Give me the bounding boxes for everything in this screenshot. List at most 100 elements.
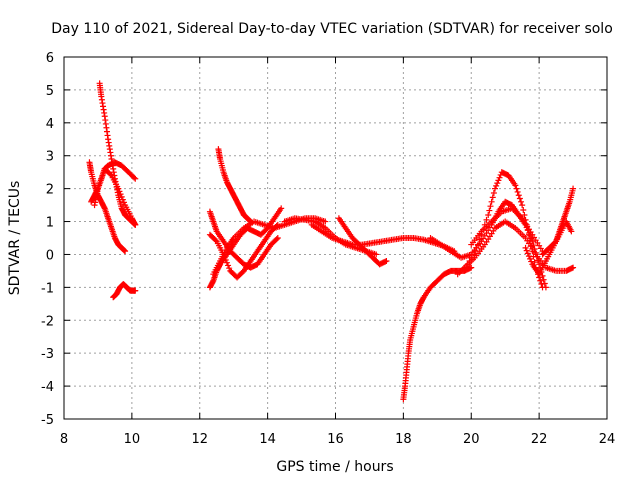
data-point	[222, 256, 229, 263]
data-point	[476, 236, 483, 243]
data-point	[117, 191, 124, 198]
data-point	[527, 255, 534, 262]
x-tick-label: 14	[259, 432, 276, 447]
x-tick-label: 12	[191, 432, 208, 447]
data-point	[131, 174, 138, 181]
y-tick-label: 3	[46, 150, 54, 165]
data-point	[107, 171, 114, 178]
x-tick-label: 10	[124, 432, 141, 447]
data-point	[519, 202, 526, 209]
data-point	[322, 218, 329, 225]
data-point	[515, 192, 522, 199]
data-point	[273, 236, 280, 243]
x-tick-label: 18	[395, 432, 412, 447]
data-point	[486, 207, 493, 214]
data-point	[493, 182, 500, 189]
data-point	[278, 205, 285, 212]
plot-frame	[63, 56, 608, 420]
data-point	[226, 265, 233, 272]
y-tick-label: 5	[46, 84, 54, 99]
series-arc-p	[454, 169, 546, 291]
series-arc-e	[110, 281, 139, 301]
series-arc-b	[96, 80, 139, 228]
grid-lines	[64, 57, 607, 419]
chart-title: Day 110 of 2021, Sidereal Day-to-day VTE…	[51, 21, 613, 37]
data-point	[485, 211, 492, 218]
data-point	[373, 251, 380, 258]
data-point	[468, 264, 475, 271]
y-tick-label: -2	[41, 314, 54, 329]
data-point	[96, 182, 103, 189]
data-point	[536, 261, 543, 268]
y-tick-label: 1	[46, 216, 54, 231]
series-arc-l	[308, 221, 458, 255]
data-point	[539, 248, 546, 255]
data-point	[132, 221, 139, 228]
x-tick-label: 8	[60, 432, 68, 447]
data-points	[86, 80, 577, 403]
data-point	[540, 276, 547, 283]
x-axis-label: GPS time / hours	[276, 459, 393, 475]
data-point	[514, 188, 521, 195]
data-point	[570, 264, 577, 271]
data-point	[522, 244, 529, 251]
data-point	[225, 262, 232, 269]
series-arc-s	[539, 185, 577, 258]
data-point	[274, 235, 281, 241]
data-point	[473, 244, 480, 251]
series-arc-d	[91, 165, 139, 228]
data-point	[132, 175, 139, 182]
data-point	[537, 277, 544, 284]
data-point	[132, 287, 139, 294]
data-point	[568, 228, 575, 235]
y-tick-label: -3	[41, 347, 54, 362]
y-tick-label: 6	[46, 51, 54, 66]
data-point	[212, 237, 219, 244]
data-point	[118, 193, 125, 200]
y-tick-label: 0	[46, 248, 54, 263]
series-arc-q	[461, 218, 577, 274]
data-point	[521, 211, 528, 218]
data-point	[525, 253, 532, 260]
data-point	[483, 216, 490, 223]
data-point	[97, 179, 104, 186]
data-point	[570, 185, 577, 192]
data-point	[115, 185, 122, 192]
data-point	[516, 195, 523, 202]
data-point	[98, 175, 105, 182]
series-arc-f	[215, 146, 254, 225]
data-point	[471, 248, 478, 255]
y-tick-label: -1	[41, 281, 54, 296]
data-point	[119, 196, 126, 203]
data-point	[520, 207, 527, 214]
data-point	[94, 185, 101, 192]
data-point	[539, 272, 546, 279]
data-point	[523, 247, 530, 254]
data-point	[487, 203, 494, 210]
data-point	[488, 198, 495, 205]
y-tick-label: 2	[46, 183, 54, 198]
y-tick-label: -4	[41, 380, 54, 395]
data-point	[274, 221, 281, 228]
data-point	[223, 259, 230, 266]
x-tick-label: 24	[599, 432, 616, 447]
series-arc-j	[206, 221, 281, 281]
data-point	[490, 190, 497, 197]
data-point	[99, 172, 106, 179]
data-point	[120, 199, 127, 206]
series-arc-n	[400, 264, 475, 403]
data-point	[489, 194, 496, 201]
data-point	[512, 182, 519, 189]
data-point	[496, 174, 503, 181]
data-point	[492, 185, 499, 192]
x-tick-label: 20	[463, 432, 480, 447]
data-point	[513, 185, 520, 192]
y-tick-label: 4	[46, 117, 54, 132]
series-arc-m	[335, 215, 390, 268]
data-point	[539, 284, 546, 291]
data-point	[494, 180, 501, 187]
data-point	[122, 248, 129, 255]
series-arc-t	[468, 205, 546, 255]
